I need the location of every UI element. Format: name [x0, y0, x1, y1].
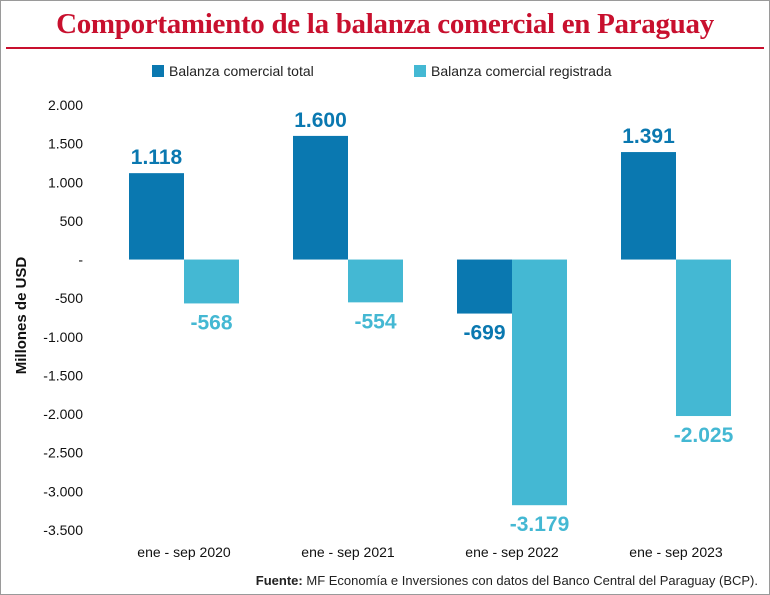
data-label: 1.118	[131, 146, 183, 169]
x-tick-label: ene - sep 2022	[465, 544, 559, 560]
data-label: -3.179	[510, 513, 570, 536]
x-tick-label: ene - sep 2023	[629, 544, 723, 560]
title-underline	[6, 47, 764, 49]
legend-label-1: Balanza comercial total	[169, 63, 314, 79]
bar-total	[293, 135, 348, 260]
y-tick-label: -500	[55, 290, 83, 306]
source-label: Fuente:	[255, 573, 303, 588]
bar-total	[129, 173, 184, 260]
source-text: MF Economía e Inversiones con datos del …	[306, 573, 758, 588]
bar-registrada	[512, 259, 567, 506]
data-label: 1.600	[294, 109, 347, 132]
data-label: -699	[463, 322, 505, 345]
x-tick-label: ene - sep 2021	[301, 544, 395, 560]
y-tick-label: 500	[60, 213, 84, 229]
bar-registrada	[676, 259, 731, 417]
data-label: -568	[190, 311, 232, 334]
y-tick-label: 2.000	[48, 97, 83, 113]
bar-registrada	[184, 259, 239, 304]
y-tick-label: -3.000	[43, 483, 83, 499]
y-tick-label: -1.500	[43, 367, 83, 383]
x-tick-label: ene - sep 2020	[137, 544, 231, 560]
y-tick-label: 1.000	[48, 174, 83, 190]
bar-registrada	[348, 259, 403, 303]
legend-swatch-1	[152, 65, 164, 77]
y-tick-label: 1.500	[48, 136, 83, 152]
y-tick-label: -	[78, 252, 83, 268]
y-tick-label: -2.500	[43, 445, 83, 461]
y-axis-label: Millones de USD	[13, 257, 30, 375]
legend-label-2: Balanza comercial registrada	[431, 63, 612, 79]
data-label: -554	[354, 310, 396, 333]
chart-title: Comportamiento de la balanza comercial e…	[56, 8, 714, 40]
source-note: Fuente: MF Economía e Inversiones con da…	[256, 573, 758, 588]
y-tick-label: -1.000	[43, 329, 83, 345]
bar-total	[621, 152, 676, 260]
bar-total	[457, 259, 512, 314]
y-tick-label: -3.500	[43, 522, 83, 538]
data-label: 1.391	[622, 125, 675, 148]
data-label: -2.025	[674, 424, 734, 447]
y-tick-label: -2.000	[43, 406, 83, 422]
legend-swatch-2	[414, 65, 426, 77]
